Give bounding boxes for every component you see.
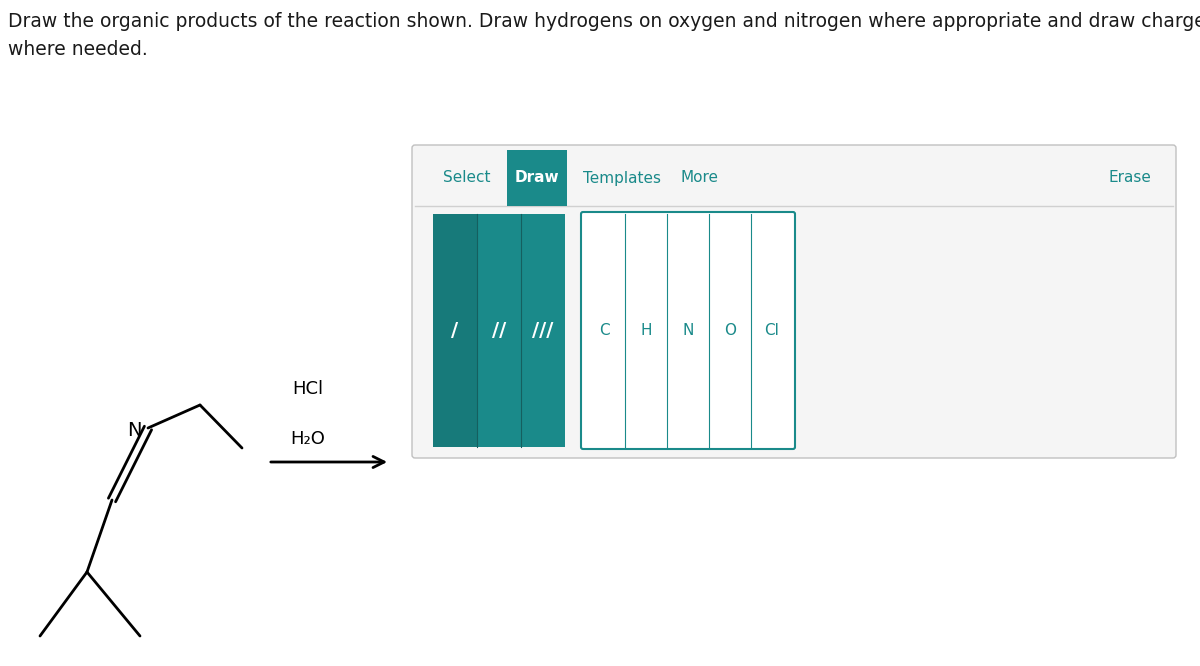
Bar [433,214,565,447]
Text: C: C [599,323,610,338]
Text: Draw: Draw [515,170,559,186]
Bar [508,150,568,206]
Bar [433,214,478,447]
Text: N: N [127,420,142,440]
Text: /: / [451,321,458,340]
Text: Draw the organic products of the reaction shown. Draw hydrogens on oxygen and ni: Draw the organic products of the reactio… [8,12,1200,59]
Text: Erase: Erase [1108,170,1151,186]
FancyBboxPatch shape [581,212,796,449]
Text: HCl: HCl [293,380,324,398]
Text: H: H [641,323,652,338]
Text: O: O [724,323,736,338]
Text: ///: /// [533,321,553,340]
Text: //: // [492,321,506,340]
Text: N: N [683,323,694,338]
Text: Templates: Templates [583,170,661,186]
Text: H₂O: H₂O [290,430,325,448]
Text: Select: Select [443,170,491,186]
Text: Cl: Cl [764,323,780,338]
FancyBboxPatch shape [412,145,1176,458]
Text: More: More [680,170,718,186]
